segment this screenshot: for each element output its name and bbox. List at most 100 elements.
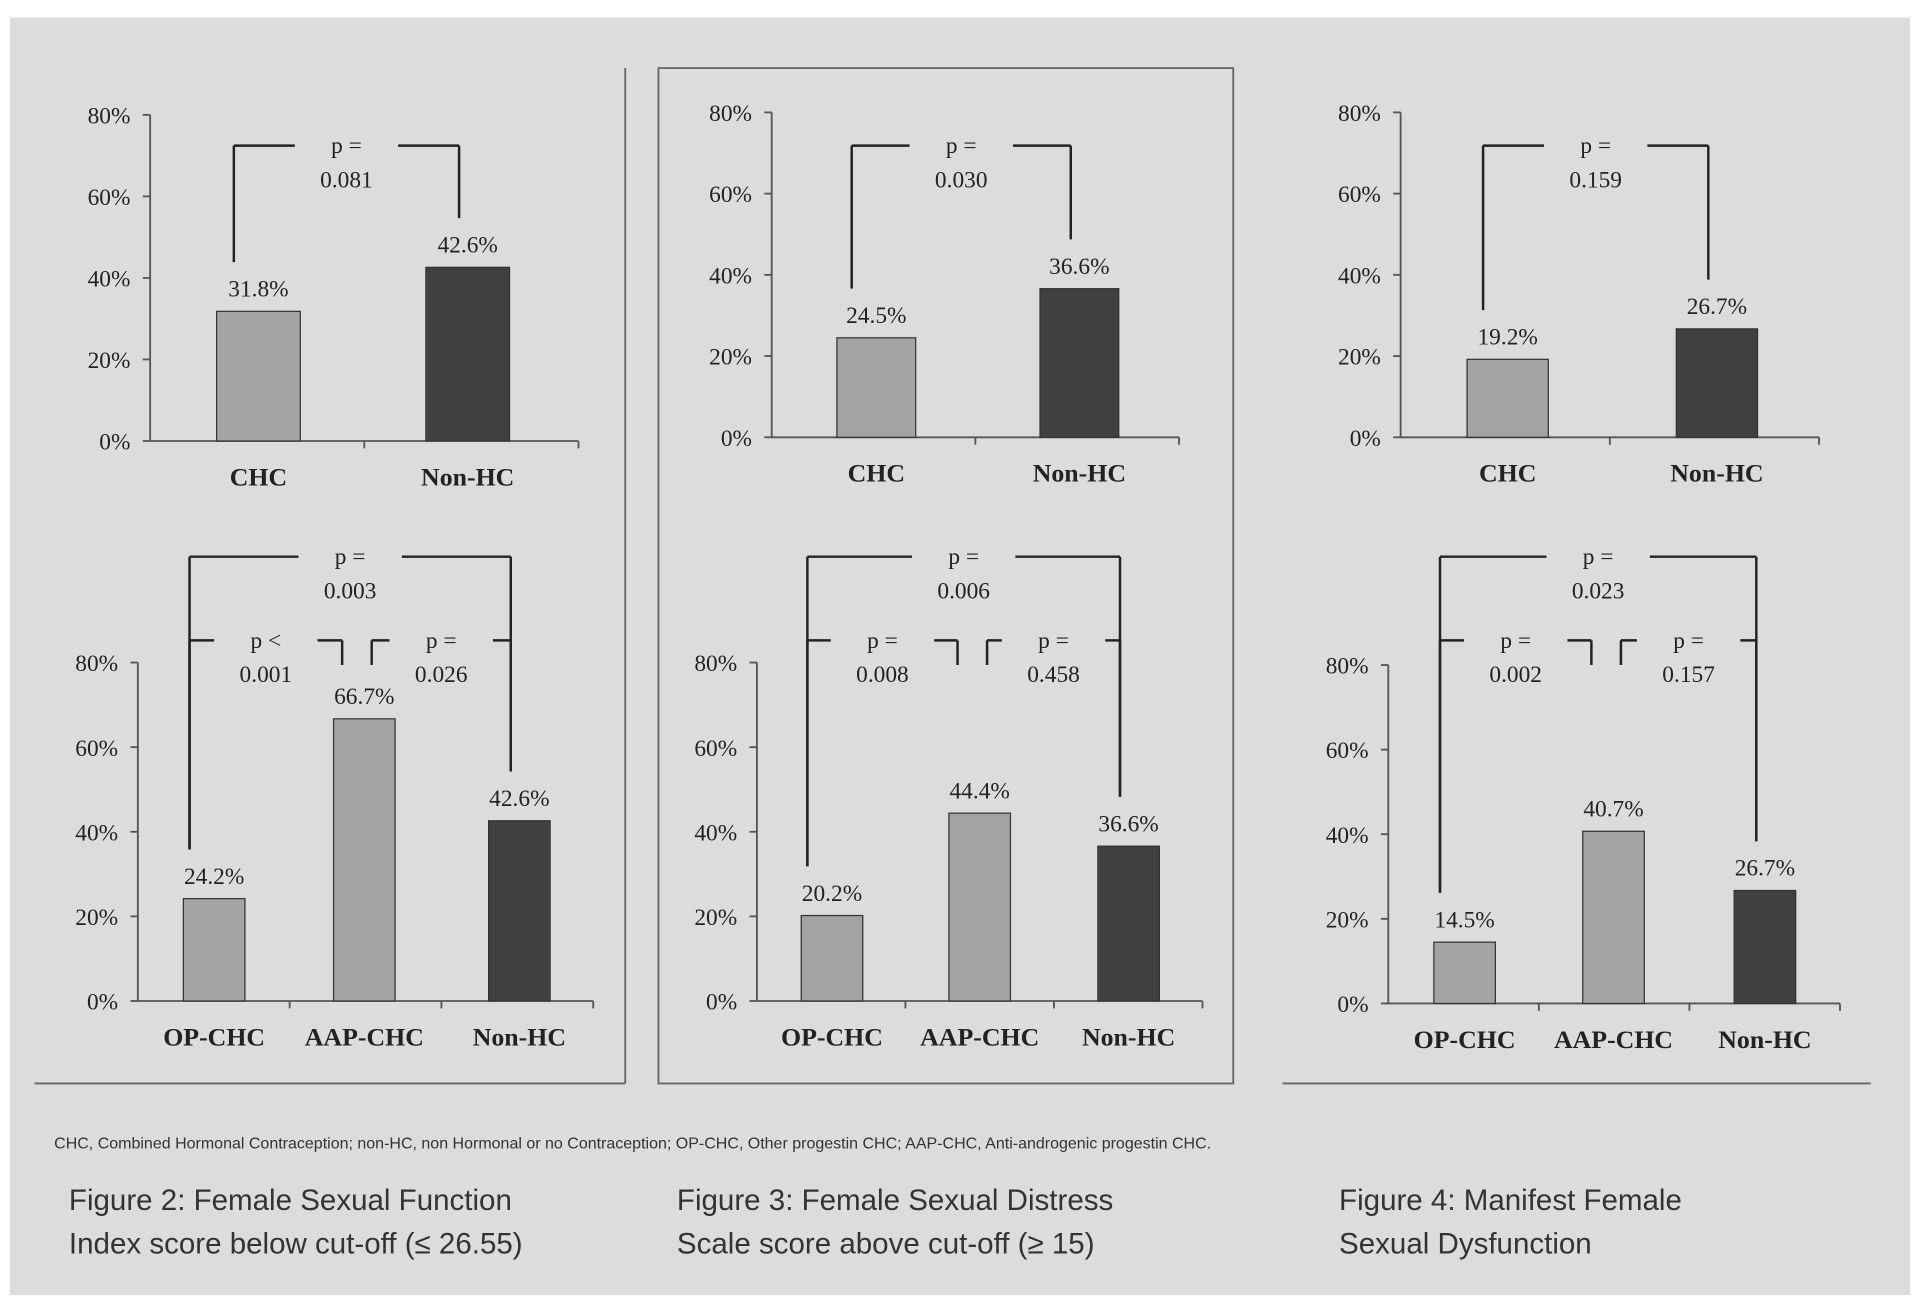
y-tick-label: 40% [709,263,752,289]
x-category-label: OP-CHC [781,1022,883,1051]
bar-non-hc [1733,889,1797,1005]
y-tick-label: 0% [721,426,752,452]
y-tick-label: 40% [88,267,131,293]
data-label: 26.7% [1687,294,1747,320]
y-tick-label: 60% [1326,738,1369,764]
p-value: 0.030 [935,167,988,193]
bar-op-chc [800,914,864,1002]
y-tick-label: 20% [1326,907,1369,933]
p-value-label: p = [1500,628,1531,654]
y-tick-label: 20% [1338,345,1381,371]
x-category-label: Non-HC [1082,1022,1175,1051]
y-tick-label: 80% [88,103,131,129]
data-label: 42.6% [437,233,497,259]
data-label: 19.2% [1477,325,1537,351]
p-value: 0.006 [937,579,990,605]
p-value: 0.458 [1027,662,1080,688]
bar-non-hc [488,820,551,1002]
bar-non-hc [425,266,511,442]
bar-chc [836,337,917,438]
bar-chc [216,310,301,442]
bar-non-hc [1675,328,1759,438]
data-label: 36.6% [1098,811,1158,837]
p-value: 0.023 [1572,579,1625,605]
significance-bracket: p = 0.159 [1481,133,1710,311]
bar-chc [1466,358,1549,438]
y-tick-label: 60% [1338,182,1381,208]
x-category-label: Non-HC [473,1022,566,1051]
bar-aap-chc [332,718,396,1002]
y-tick-label: 0% [99,430,130,456]
y-tick-label: 60% [694,736,737,762]
y-tick-label: 80% [1326,654,1369,680]
x-category-label: Non-HC [421,462,514,491]
data-label: 20.2% [802,881,862,907]
p-value-label: p = [867,628,898,654]
caption-fig3-line1: Figure 3: Female Sexual Distress [677,1184,1113,1217]
p-value-label: p = [426,628,457,654]
data-label: 31.8% [228,277,288,303]
data-label: 24.2% [184,864,244,890]
chart-fig4-top: 0% 20% 40% 60% 80% 19.2% CHC 26.7% Non-HC p = 0.15… [1338,101,1820,488]
p-value: 0.157 [1662,662,1715,688]
p-value-label: p < [250,628,281,654]
y-tick-label: 0% [1337,992,1368,1018]
bar-non-hc [1097,845,1161,1002]
y-tick-label: 40% [694,820,737,846]
bar-op-chc [182,898,246,1002]
bar-aap-chc [948,812,1012,1002]
data-label: 14.5% [1434,907,1494,933]
x-category-label: AAP-CHC [305,1022,424,1051]
x-category-label: CHC [230,462,287,491]
y-tick-label: 20% [694,905,737,931]
p-value: 0.002 [1489,662,1542,688]
bar-op-chc [1433,941,1497,1005]
x-category-label: Non-HC [1718,1025,1811,1054]
y-tick-label: 80% [694,651,737,677]
data-label: 40.7% [1583,797,1643,823]
bar-aap-chc [1582,830,1645,1005]
y-tick-label: 60% [75,736,118,762]
caption-fig2-line2: Index score below cut-off (≤ 26.55) [69,1227,523,1260]
figure-background [9,17,1911,1296]
p-value: 0.001 [240,662,293,688]
caption-fig4-line1: Figure 4: Manifest Female [1339,1184,1682,1217]
caption-fig3-line2: Scale score above cut-off (≥ 15) [677,1227,1095,1260]
chart-fig2-bottom: 0% 20% 40% 60% 80% 24.2% OP-CHC 66.7% AAP-CHC 42.… [75,544,595,1051]
x-category-label: CHC [848,459,905,488]
significance-bracket: p = 0.026 [370,628,512,772]
data-label: 36.6% [1049,254,1109,280]
p-value: 0.159 [1569,167,1622,193]
significance-bracket: p = 0.002 [1438,628,1593,893]
p-value-label: p = [1673,628,1704,654]
p-value: 0.081 [320,167,373,193]
y-tick-label: 60% [88,185,131,211]
significance-bracket: p = 0.030 [850,133,1072,289]
y-tick-label: 40% [1338,263,1381,289]
significance-bracket: p = 0.157 [1619,628,1758,842]
p-value-label: p = [335,544,366,570]
data-label: 44.4% [949,778,1009,804]
p-value-label: p = [946,133,977,159]
x-category-label: Non-HC [1670,459,1763,488]
significance-bracket: p = 0.458 [985,628,1122,797]
x-category-label: Non-HC [1033,459,1126,488]
significance-bracket: p = 0.008 [806,628,959,867]
caption-fig4-line2: Sexual Dysfunction [1339,1227,1592,1260]
data-label: 24.5% [846,303,906,329]
y-tick-label: 20% [709,345,752,371]
p-value: 0.008 [856,662,909,688]
y-tick-label: 0% [706,990,737,1016]
y-tick-label: 80% [709,101,752,127]
chart-fig3-top: 0% 20% 40% 60% 80% 24.5% CHC 36.6% Non-HC p = 0.03… [709,101,1180,488]
x-category-label: CHC [1479,459,1536,488]
y-tick-label: 80% [75,651,118,677]
p-value-label: p = [948,544,979,570]
y-tick-label: 0% [1350,426,1381,452]
data-label: 26.7% [1735,856,1795,882]
chart-fig3-bottom: 0% 20% 40% 60% 80% 20.2% OP-CHC 44.4% AAP-CHC 36.… [694,544,1204,1051]
x-category-label: OP-CHC [1414,1025,1516,1054]
chart-fig4-bottom: 0% 20% 40% 60% 80% 14.5% OP-CHC 40.7% AAP-CHC 26.… [1326,544,1841,1054]
y-tick-label: 20% [75,905,118,931]
